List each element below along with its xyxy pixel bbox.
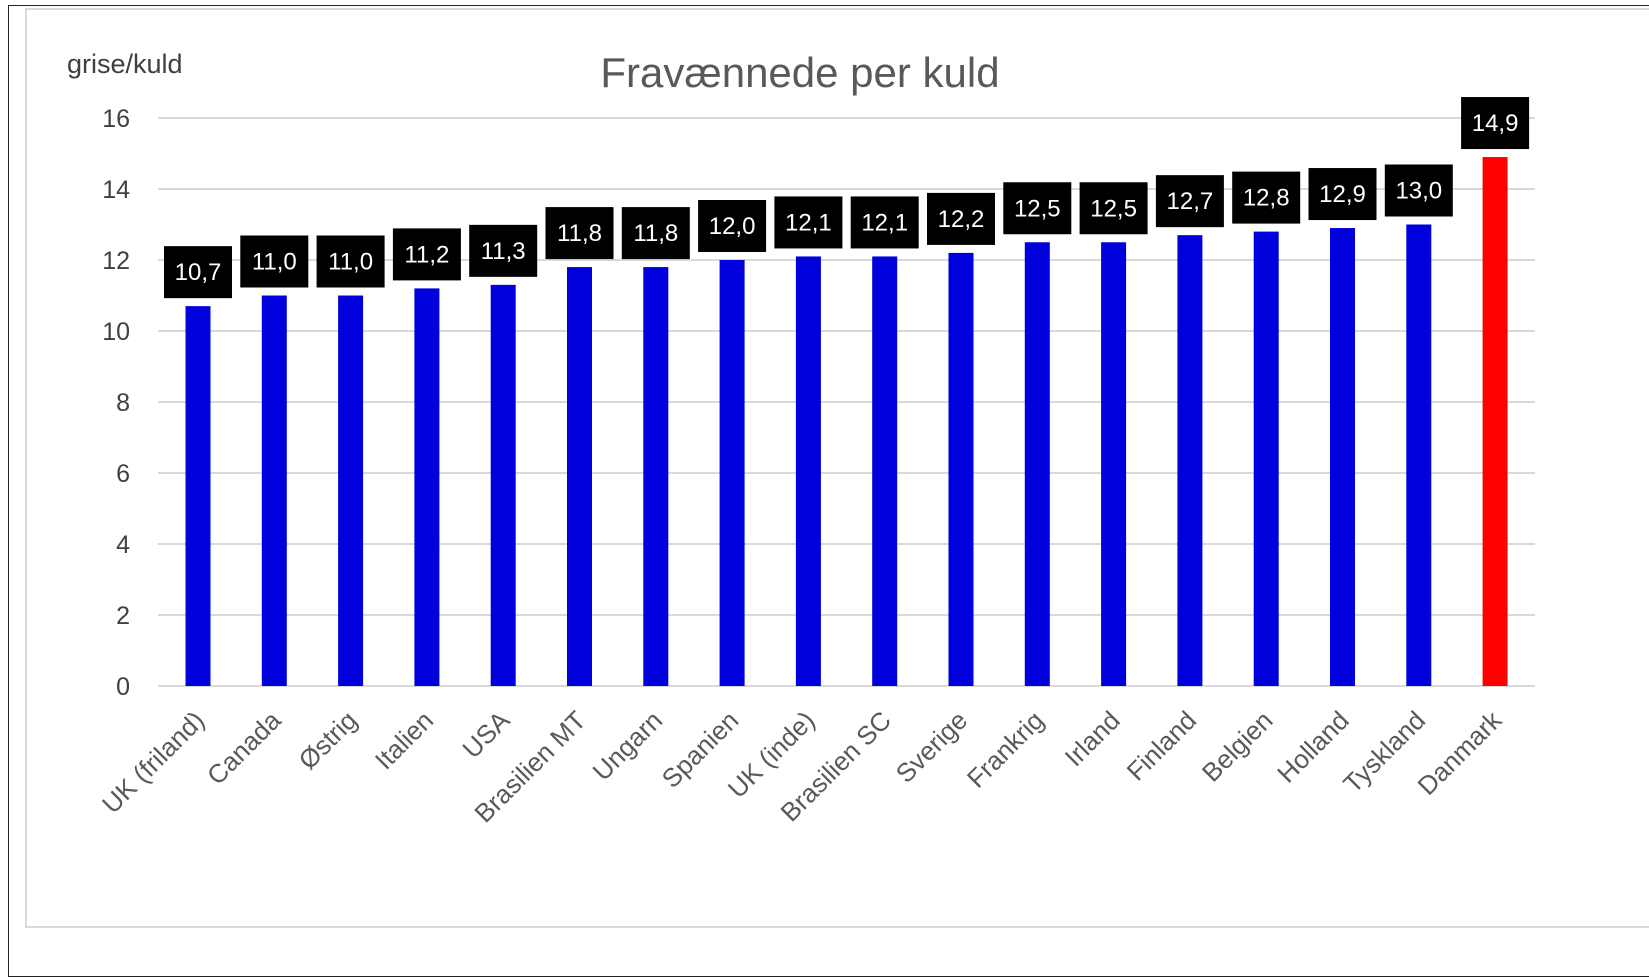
data-label-box bbox=[1003, 182, 1072, 235]
data-label: 11,8 bbox=[557, 220, 602, 247]
y-tick-label: 14 bbox=[102, 176, 130, 204]
data-label-box bbox=[545, 207, 614, 260]
chart-area bbox=[25, 8, 1649, 928]
data-label-box bbox=[164, 246, 232, 299]
data-label-box bbox=[392, 228, 461, 281]
gridlines bbox=[158, 117, 1535, 687]
bar bbox=[1330, 228, 1355, 687]
category-label: Finland bbox=[1121, 705, 1203, 787]
data-label: 11,2 bbox=[404, 241, 449, 268]
data-label: 10,7 bbox=[175, 259, 222, 286]
category-label: Italien bbox=[369, 705, 439, 775]
category-label: Irland bbox=[1059, 705, 1126, 772]
data-label: 12,1 bbox=[785, 209, 832, 236]
bar bbox=[261, 295, 287, 686]
data-label-box bbox=[1232, 171, 1301, 224]
bar bbox=[1406, 224, 1432, 686]
data-label-box bbox=[698, 200, 767, 252]
data-label-box bbox=[1308, 168, 1377, 221]
y-tick-label: 4 bbox=[116, 531, 130, 559]
bar bbox=[490, 284, 516, 686]
category-label: Belgien bbox=[1196, 705, 1279, 788]
category-label: UK (friland) bbox=[96, 705, 210, 819]
bar bbox=[795, 256, 821, 686]
data-label-box bbox=[621, 207, 690, 260]
data-label-box bbox=[1079, 182, 1148, 235]
data-label: 14,9 bbox=[1472, 110, 1519, 137]
y-tick-label: 12 bbox=[102, 247, 130, 275]
y-axis-label: grise/kuld bbox=[67, 49, 183, 79]
data-label-box bbox=[850, 196, 919, 249]
category-label: Ungarn bbox=[587, 705, 669, 787]
bar bbox=[948, 252, 974, 686]
data-label: 12,5 bbox=[1090, 195, 1137, 222]
data-label-box bbox=[240, 235, 309, 288]
outer-frame bbox=[8, 5, 1649, 977]
bar bbox=[643, 267, 669, 686]
data-label: 12,7 bbox=[1167, 188, 1214, 215]
y-tick-labels: 0 2 4 6 8 10 12 14 16 bbox=[102, 105, 130, 701]
y-tick-label: 10 bbox=[102, 318, 130, 346]
bar bbox=[1024, 242, 1050, 686]
category-label: Danmark bbox=[1412, 704, 1509, 801]
category-label: USA bbox=[456, 705, 515, 764]
data-label: 12,0 bbox=[709, 213, 756, 240]
y-tick-label: 2 bbox=[116, 602, 130, 630]
category-label: Frankrig bbox=[961, 705, 1050, 794]
bar bbox=[1482, 157, 1508, 687]
bar bbox=[185, 306, 211, 686]
bar bbox=[338, 295, 364, 686]
data-label: 13,0 bbox=[1395, 178, 1442, 205]
bar bbox=[1253, 231, 1279, 686]
category-label: Østrig bbox=[293, 705, 363, 775]
data-label: 11,0 bbox=[252, 249, 297, 276]
bar bbox=[719, 260, 745, 686]
data-label: 12,1 bbox=[861, 209, 908, 236]
y-tick-label: 8 bbox=[116, 389, 130, 417]
chart-title: Fravænnede per kuld bbox=[600, 49, 999, 96]
bar bbox=[414, 288, 440, 686]
data-labels: 10,7 11,0 11,0 11,2 11,3 11,8 11,8 12,0 12,1 12,1… bbox=[164, 97, 1530, 299]
data-label: 12,9 bbox=[1319, 181, 1366, 208]
data-label-box bbox=[469, 224, 538, 277]
bar bbox=[1177, 235, 1203, 686]
data-label: 11,3 bbox=[481, 238, 526, 265]
data-label: 12,5 bbox=[1014, 195, 1061, 222]
bar bbox=[872, 256, 898, 686]
data-label: 11,0 bbox=[328, 249, 373, 276]
y-tick-label: 16 bbox=[102, 105, 130, 133]
data-label-box bbox=[1461, 97, 1530, 150]
y-tick-label: 6 bbox=[116, 460, 130, 488]
data-label-box bbox=[774, 196, 843, 249]
data-label-box bbox=[927, 192, 995, 245]
data-label-box bbox=[1384, 164, 1453, 217]
data-label: 12,2 bbox=[938, 206, 985, 233]
data-label-box bbox=[316, 235, 385, 288]
data-label: 11,8 bbox=[633, 220, 678, 247]
category-label: Canada bbox=[201, 705, 287, 791]
category-label: Sverige bbox=[890, 705, 974, 789]
data-label-box bbox=[1155, 175, 1224, 228]
data-label: 12,8 bbox=[1243, 185, 1290, 212]
bars bbox=[185, 157, 1508, 687]
y-tick-label: 0 bbox=[116, 673, 130, 701]
bar bbox=[1101, 242, 1127, 686]
bar bbox=[567, 267, 592, 686]
category-labels: UK (friland)Canada Østrig Italien USABrasil… bbox=[96, 704, 1508, 828]
